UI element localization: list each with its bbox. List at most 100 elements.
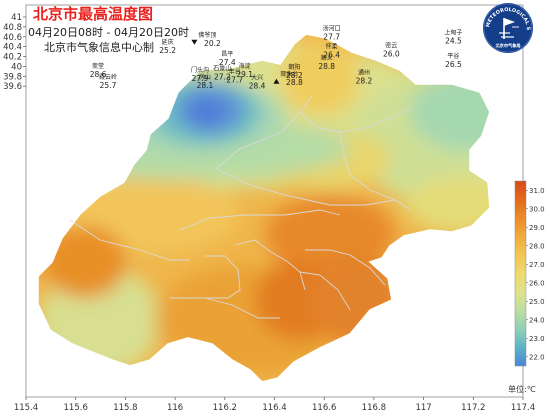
station-name: 霞云岭: [99, 73, 117, 81]
station-name: 通州: [358, 68, 370, 76]
station-name: 海淀: [239, 62, 251, 70]
colorbar-label: 23.0: [529, 335, 545, 343]
station-value: 29.1: [236, 70, 253, 79]
station-value: 27.9: [192, 74, 209, 83]
colorbar-label: 27.0: [529, 261, 545, 269]
station-name: 怀柔: [326, 43, 338, 51]
station-name: 丰台: [229, 67, 241, 75]
station-name: 房山: [199, 73, 211, 81]
station-name: 汤河口: [323, 24, 341, 32]
station-value: 25.7: [100, 81, 117, 90]
unit-label: 单位:℃: [508, 384, 536, 394]
station-value: 28.6: [90, 70, 107, 79]
time-range: 04月20日08时 - 04月20日20时: [28, 26, 189, 39]
colorbar-strip: [514, 180, 527, 367]
lat-tick-label: 41: [11, 13, 22, 23]
lon-tick-label: 116: [167, 403, 183, 413]
station-name: 密云: [385, 42, 397, 50]
colorbar-label: 25.0: [529, 298, 545, 306]
station-value: 26.0: [383, 50, 400, 59]
map-title: 北京市最高温度图: [33, 5, 153, 23]
station-name: 石景山: [213, 64, 231, 72]
station-name: 观象台: [280, 70, 298, 78]
lon-tick-label: 116.8: [362, 403, 386, 413]
station-value: 27.7: [226, 75, 243, 84]
lat-tick-label: 39.6: [3, 82, 22, 92]
station-value: 27.2: [214, 72, 231, 81]
min-marker-icon: [191, 39, 198, 45]
station-name: 朝阳: [288, 63, 300, 71]
station-name: 斋堂: [92, 62, 104, 70]
lat-tick-label: 40: [11, 62, 22, 72]
station-value: 20.2: [204, 39, 221, 48]
lon-tick-label: 115.8: [113, 403, 137, 413]
lon-tick-label: 115.4: [14, 403, 38, 413]
beijing-boundary: [37, 33, 491, 383]
station-name: 佛爷顶: [198, 31, 216, 39]
logo-sub-text: 北京市气象局: [495, 42, 520, 49]
station-value: 26.4: [323, 51, 340, 60]
station-value: 28.2: [286, 71, 303, 80]
temperature-field: [38, 34, 490, 382]
station-name: 昌平: [221, 51, 233, 58]
station-value: 28.8: [318, 62, 335, 71]
station-name: 顺义: [321, 55, 333, 62]
station-value: 26.5: [445, 60, 462, 69]
station-value: 28.4: [249, 82, 266, 91]
station-name: 大兴: [251, 74, 263, 82]
colorbar-label: 29.0: [529, 224, 545, 232]
station-value: 28.8: [286, 78, 303, 87]
meteorological-service-logo: BEIJING METEOROLOGICAL SERVICE 北京市气象局: [483, 3, 533, 53]
station-name: 平谷: [447, 52, 459, 60]
axis-ticks: [23, 16, 524, 400]
lon-tick-label: 117.4: [511, 403, 535, 413]
lon-tick-label: 117: [415, 403, 431, 413]
colorbar-label: 30.0: [529, 205, 545, 213]
station-value: 27.4: [219, 58, 236, 67]
station-value: 24.5: [445, 36, 462, 45]
station-value: 27.7: [323, 32, 340, 41]
lat-tick-label: 40.8: [3, 23, 22, 33]
longitude-labels: 115.4 115.6 115.8 116 116.2 116.4 116.6 116.8 11…: [14, 403, 535, 413]
lat-tick-label: 40.2: [3, 53, 22, 63]
colorbar-label: 22.0: [529, 353, 545, 361]
station-value: 28.1: [197, 81, 214, 90]
station-name: 延庆: [162, 38, 174, 46]
colorbar-label: 26.0: [529, 279, 545, 287]
station-name: 上甸子: [444, 28, 462, 36]
lon-tick-label: 116.2: [213, 403, 237, 413]
station-name: 门头沟: [191, 66, 209, 74]
station-value: 25.2: [159, 46, 176, 55]
lon-tick-label: 116.4: [262, 403, 286, 413]
colorbar-label: 31.0: [529, 187, 545, 195]
district-boundaries: [69, 95, 411, 319]
station-value: 28.2: [356, 76, 373, 85]
weather-vane-icon: [499, 18, 519, 39]
lon-tick-label: 115.6: [64, 403, 88, 413]
colorbar-label: 28.0: [529, 242, 545, 250]
lon-tick-label: 117.2: [461, 403, 485, 413]
issuer-label: 北京市气象信息中心制: [44, 40, 154, 54]
